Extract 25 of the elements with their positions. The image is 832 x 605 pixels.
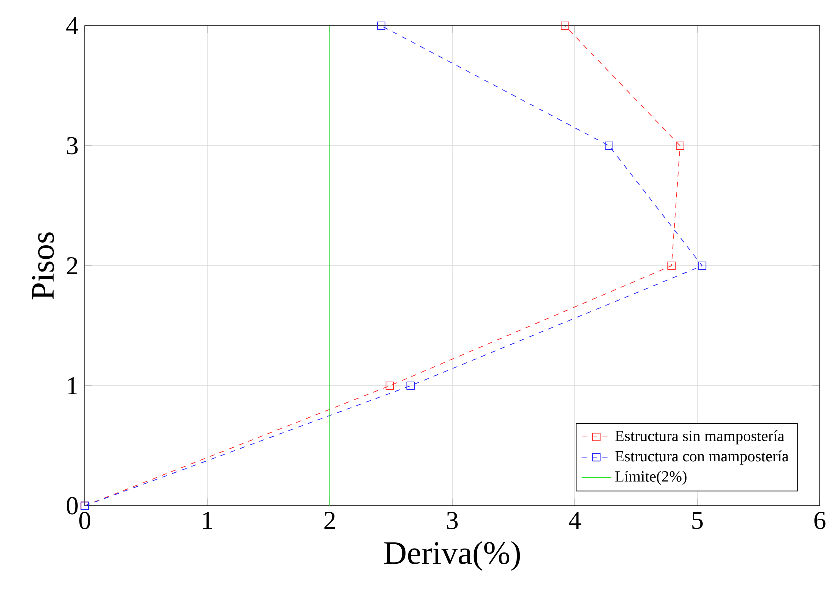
x-tick-label: 0 — [80, 512, 90, 530]
x-tick-label: 6 — [814, 512, 826, 530]
x-tick-label: 3 — [447, 512, 458, 530]
y-tick-label: 2 — [67, 257, 78, 275]
point — [605, 142, 614, 150]
legend-label: Límite(2%) — [616, 471, 687, 486]
x-tick-label: 1 — [203, 512, 212, 530]
point — [698, 262, 707, 270]
x-tick-label: 4 — [569, 512, 582, 530]
x-tick-label: 2 — [324, 512, 336, 530]
legend-label: Estructura sin mampostería — [616, 430, 785, 445]
y-tick-label: 1 — [68, 377, 78, 395]
point — [377, 22, 386, 30]
legend-label: Estructura con mampostería — [616, 450, 789, 465]
point — [561, 22, 570, 30]
y-tick-label: 3 — [67, 137, 78, 155]
x-axis-title: Deriva(%) — [384, 541, 520, 572]
point — [668, 262, 676, 270]
x-tick-label: 5 — [692, 512, 703, 530]
y-tick-label: 0 — [66, 497, 78, 515]
y-axis-title: Pisos — [32, 232, 54, 300]
y-tick-label: 4 — [66, 18, 79, 35]
point — [676, 142, 684, 150]
point — [386, 382, 394, 390]
point — [406, 382, 415, 390]
